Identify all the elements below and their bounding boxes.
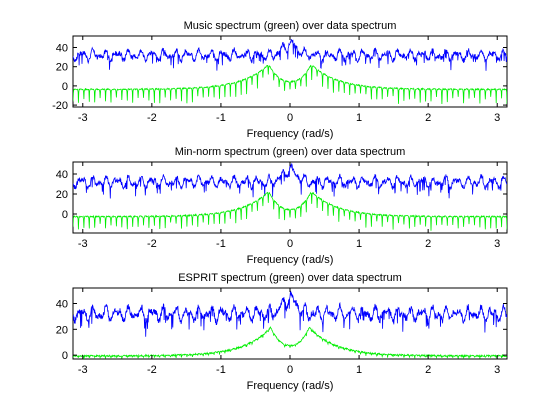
subplot-title: Music spectrum (green) over data spectru…	[184, 20, 397, 32]
x-tick-label: -3	[78, 364, 88, 376]
x-tick-label: 1	[356, 112, 362, 124]
x-tick-label: 2	[425, 238, 431, 250]
x-axis-label: Frequency (rad/s)	[247, 128, 334, 140]
x-tick-label: -2	[147, 364, 157, 376]
x-tick-label: 2	[425, 112, 431, 124]
y-tick-label: 20	[56, 62, 68, 74]
data-spectrum-line	[73, 290, 507, 337]
x-tick-label: 0	[287, 364, 293, 376]
data-spectrum-line	[73, 38, 507, 71]
x-tick-label: -2	[147, 112, 157, 124]
x-tick-label: 3	[494, 112, 500, 124]
model-spectrum-line	[73, 325, 507, 359]
subplot-title: Min-norm spectrum (green) over data spec…	[175, 146, 405, 158]
subplot-title: ESPRIT spectrum (green) over data spectr…	[178, 272, 402, 284]
x-tick-label: 3	[494, 364, 500, 376]
x-tick-label: 3	[494, 238, 500, 250]
subplot-3: -3 -2 -1 0 1 2 3 0 20 40 ESPRIT spectrum (green) o…	[56, 272, 508, 392]
y-tick-label: 40	[56, 298, 68, 310]
x-tick-label: 1	[356, 238, 362, 250]
x-tick-label: 0	[287, 112, 293, 124]
y-tick-label: 0	[62, 81, 68, 93]
y-tick-label: 20	[56, 324, 68, 336]
x-tick-label: 0	[287, 238, 293, 250]
x-tick-label: -3	[78, 238, 88, 250]
x-tick-label: -2	[147, 238, 157, 250]
y-tick-label: 0	[62, 209, 68, 221]
model-spectrum-line	[73, 191, 507, 231]
x-tick-label: 2	[425, 364, 431, 376]
subplot-1: -3 -2 -1 0 1 2 3 -20 0 20 40 Music spectrum (green)…	[52, 20, 508, 140]
y-tick-label: 40	[56, 169, 68, 181]
x-axis-label: Frequency (rad/s)	[247, 380, 334, 392]
y-tick-label: 40	[56, 43, 68, 55]
x-tick-label: -3	[78, 112, 88, 124]
x-tick-label: 1	[356, 364, 362, 376]
model-spectrum-line	[73, 64, 507, 105]
plot-area	[72, 35, 508, 108]
plot-area	[72, 161, 508, 234]
y-tick-label: 20	[56, 189, 68, 201]
x-tick-label: -1	[216, 364, 226, 376]
x-tick-label: -1	[216, 112, 226, 124]
x-tick-label: -1	[216, 238, 226, 250]
y-tick-label: 0	[62, 350, 68, 362]
subplot-2: -3 -2 -1 0 1 2 3 0 20 40 Min-norm spectrum (green)…	[56, 146, 508, 266]
y-tick-label: -20	[52, 100, 68, 112]
x-axis-label: Frequency (rad/s)	[247, 254, 334, 266]
